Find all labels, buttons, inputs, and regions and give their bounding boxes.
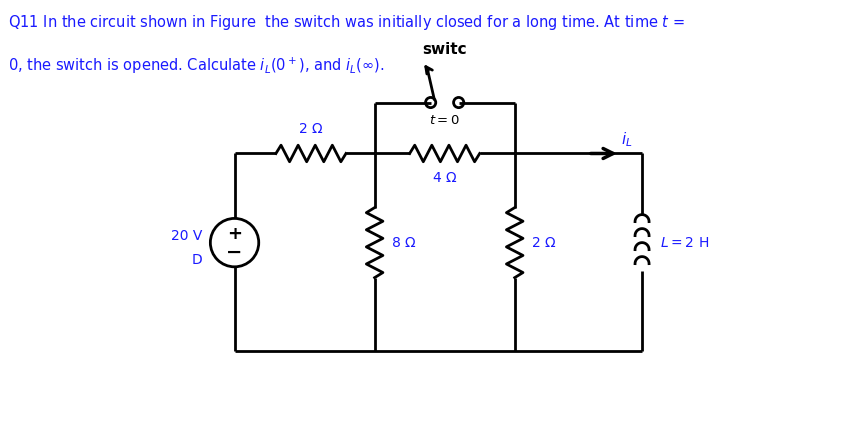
Text: −: − [227,243,243,262]
Text: 2 $\Omega$: 2 $\Omega$ [531,236,556,250]
Text: 8 $\Omega$: 8 $\Omega$ [391,236,416,250]
Text: Q11 In the circuit shown in Figure  the switch was initially closed for a long t: Q11 In the circuit shown in Figure the s… [8,13,685,32]
Text: 0, the switch is opened. Calculate $i_L(0^+)$, and $i_L(\infty)$.: 0, the switch is opened. Calculate $i_L(… [8,56,385,76]
Text: $i_L$: $i_L$ [621,130,633,149]
Text: 20 V: 20 V [171,229,203,243]
Text: switc: switc [422,42,467,57]
Text: $L = 2$ H: $L = 2$ H [660,236,709,250]
Text: +: + [227,225,242,243]
Text: $t = 0$: $t = 0$ [430,114,460,127]
Text: 2 $\Omega$: 2 $\Omega$ [298,122,323,136]
Text: 4 $\Omega$: 4 $\Omega$ [432,171,458,184]
Text: D: D [192,253,203,267]
